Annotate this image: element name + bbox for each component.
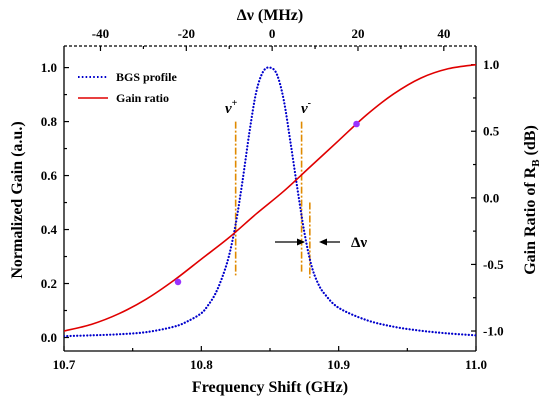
annotation-delta-nu: Δν [351,235,367,251]
y-left-tick-label: 0.2 [41,276,57,291]
axis-ticks: 10.7 10.8 10.9 11.0 -40 -20 0 20 40 0.0 0.2 0.4 0.6 0… [41,26,504,372]
right-title-sub: B [530,159,542,167]
x-axis-title-top: Δν (MHz) [237,7,303,24]
frequency-markers [234,121,311,279]
annotation-nu-minus: ν- [301,98,311,117]
nu-minus-base: ν [301,101,308,117]
x-top-tick-label: -40 [92,26,109,41]
legend: BGS profile Gain ratio [78,70,177,105]
nu-minus-sup: - [308,98,311,109]
y-axis-title-left: Normalized Gain (a.u.) [9,121,26,278]
legend-label-gain: Gain ratio [116,91,169,105]
x-top-tick-label: -20 [178,26,195,41]
x-top-tick-label: 0 [269,26,276,41]
y-left-tick-label: 1.0 [41,60,57,75]
delta-nu-arrows [275,238,340,246]
x-axis-title-bottom: Frequency Shift (GHz) [192,379,348,396]
data-point-marker [353,120,360,128]
x-top-tick-label: 40 [437,26,450,41]
x-tick-label: 10.9 [327,357,350,372]
right-title-suffix: (dB) [522,125,539,159]
y-right-tick-label: 1.0 [483,57,499,72]
nu-plus-sup: + [232,98,238,109]
y-left-tick-label: 0.6 [41,168,58,183]
gain-ratio-line [64,63,476,332]
y-left-tick-label: 0.0 [41,330,57,345]
bgs-profile-line [64,66,476,338]
y-left-tick-label: 0.4 [41,222,58,237]
x-tick-label: 10.7 [53,357,76,372]
right-title-prefix: Gain Ratio of R [522,166,539,274]
x-tick-label: 10.8 [190,357,213,372]
y-right-tick-label: 0.5 [483,124,500,139]
nu-plus-base: ν [225,101,232,117]
y-right-tick-label: -1.0 [483,324,504,339]
x-tick-label: 11.0 [465,357,487,372]
series-group [64,63,476,338]
y-left-tick-label: 0.8 [41,114,58,129]
y-right-tick-label: -0.5 [483,257,504,272]
data-point-marker [174,278,182,286]
x-top-tick-label: 20 [351,26,364,41]
annotation-nu-plus: ν+ [225,98,238,117]
point-markers [174,120,360,286]
y-right-tick-label: 0.0 [483,190,499,205]
legend-label-bgs: BGS profile [116,70,177,84]
y-axis-title-right: Gain Ratio of RB (dB) [522,125,542,275]
